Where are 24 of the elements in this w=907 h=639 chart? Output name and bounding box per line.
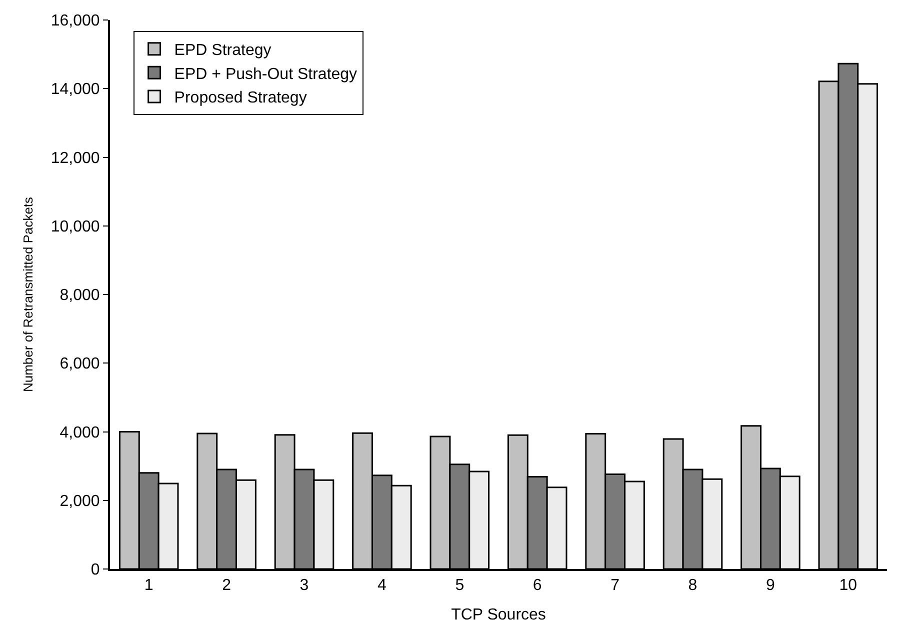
x-tick-label: 10: [839, 577, 858, 594]
y-tick-label: 12,000: [50, 150, 100, 167]
legend-label: Proposed Strategy: [174, 90, 307, 107]
y-tick-label: 10,000: [50, 218, 100, 236]
y-tick-label: 2,000: [60, 492, 100, 510]
y-tick-label: 0: [90, 562, 100, 579]
y-tick-label: 6,000: [60, 356, 100, 373]
y-axis-title: Number of Retransmitted Packets: [20, 196, 36, 392]
x-axis-title: TCP Sources: [451, 606, 546, 624]
y-tick-label: 16,000: [50, 12, 100, 30]
x-tick-label: 6: [532, 577, 542, 594]
x-tick-label: 9: [766, 577, 775, 594]
legend-label: EPD Strategy: [174, 42, 272, 60]
y-tick-label: 14,000: [50, 81, 100, 98]
x-tick-label: 4: [377, 577, 386, 594]
x-tick-label: 7: [610, 577, 620, 594]
legend-label: EPD + Push-Out Strategy: [174, 66, 358, 83]
x-tick-label: 1: [144, 577, 154, 594]
x-tick-label: 8: [688, 577, 698, 594]
y-tick-label: 4,000: [60, 424, 100, 442]
y-tick-label: 8,000: [60, 287, 100, 304]
x-tick-label: 2: [222, 577, 232, 594]
x-tick-label: 5: [455, 577, 464, 594]
x-tick-label: 3: [300, 577, 309, 594]
